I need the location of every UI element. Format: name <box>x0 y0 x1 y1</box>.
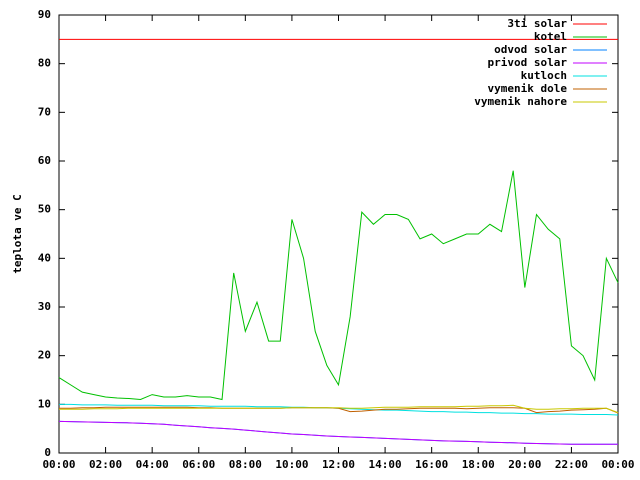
y-tick-label: 50 <box>38 203 51 216</box>
series-line <box>58 420 618 445</box>
y-tick-label: 90 <box>38 8 51 21</box>
x-tick-label: 12:00 <box>322 458 355 471</box>
y-tick-label: 70 <box>38 105 51 118</box>
x-tick-label: 04:00 <box>136 458 169 471</box>
y-tick-label: 80 <box>38 57 51 70</box>
y-tick-label: 60 <box>38 154 51 167</box>
y-axis-label: teplota ve C <box>11 194 24 273</box>
y-tick-label: 40 <box>38 251 51 264</box>
x-tick-label: 16:00 <box>415 458 448 471</box>
x-tick-label: 00:00 <box>42 458 75 471</box>
y-tick-label: 30 <box>38 300 51 313</box>
legend-label: 3ti solar <box>507 17 567 30</box>
x-tick-label: 14:00 <box>369 458 402 471</box>
x-tick-label: 08:00 <box>229 458 262 471</box>
y-tick-label: 10 <box>38 397 51 410</box>
x-tick-label: 10:00 <box>275 458 308 471</box>
legend-label: odvod solar <box>494 43 567 56</box>
legend-label: privod solar <box>488 56 568 69</box>
legend-label: kotel <box>534 30 567 43</box>
x-tick-label: 00:00 <box>601 458 634 471</box>
series-line <box>59 403 619 416</box>
series-line <box>59 404 619 414</box>
y-tick-label: 20 <box>38 349 51 362</box>
y-tick-label: 0 <box>44 446 51 459</box>
x-tick-label: 02:00 <box>89 458 122 471</box>
series-line <box>58 420 618 445</box>
x-tick-label: 06:00 <box>182 458 215 471</box>
x-tick-label: 20:00 <box>508 458 541 471</box>
series-line <box>58 170 619 401</box>
legend-label: kutloch <box>521 69 567 82</box>
x-tick-label: 22:00 <box>555 458 588 471</box>
legend-label: vymenik nahore <box>474 95 567 108</box>
legend-label: vymenik dole <box>488 82 568 95</box>
x-tick-label: 18:00 <box>462 458 495 471</box>
plot-frame <box>58 14 619 454</box>
